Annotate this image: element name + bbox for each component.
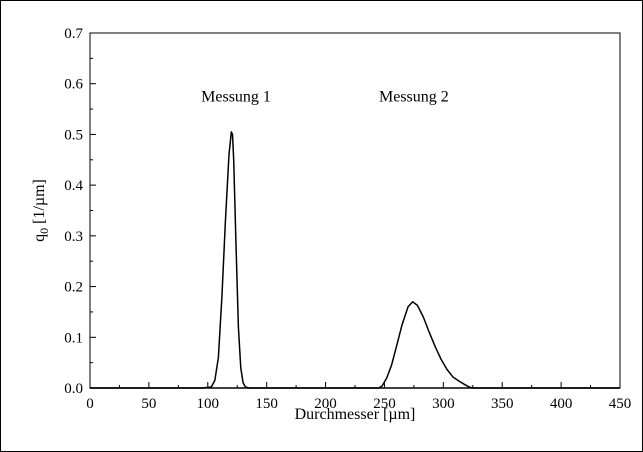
x-tick-label: 250 [373,396,396,412]
y-tick-label: 0.0 [64,381,83,397]
x-tick-label: 200 [314,396,337,412]
series-layer [90,131,620,389]
x-axis: 0 50 100 150 200 250 300 350 400 450 [86,382,631,412]
x-tick-label: 150 [255,396,278,412]
y-tick-label: 0.7 [64,26,83,42]
x-tick-label: 0 [86,396,94,412]
y-tick-label: 0.5 [64,127,83,143]
y-axis-title-unit: [1/µm] [31,179,48,228]
x-tick-label: 450 [609,396,632,412]
series-line-1 [90,131,620,389]
y-tick-label: 0.4 [64,178,83,194]
annotations: Messung 1 Messung 2 [201,88,449,105]
x-tick-label: 100 [197,396,220,412]
y-tick-label: 0.3 [64,229,83,245]
y-axis-title-sub: 0 [37,228,51,234]
plot-area [89,32,621,389]
y-tick-label: 0.1 [64,330,83,346]
y-tick-label: 0.6 [64,77,83,93]
x-tick-label: 350 [491,396,514,412]
y-tick-label: 0.2 [64,280,83,296]
x-tick-label: 50 [141,396,156,412]
x-tick-label: 300 [432,396,455,412]
annotation-label-2: Messung 2 [379,88,449,105]
y-axis: 0.0 0.1 0.2 0.3 0.4 0.5 0.6 0.7 [64,26,96,397]
x-tick-label: 400 [550,396,573,412]
series-line-2 [90,301,620,389]
annotation-label-1: Messung 1 [201,88,271,105]
y-axis-title-main: q [31,234,48,242]
x-axis-title: Durchmesser [µm] [295,406,416,423]
y-axis-title: q0 [1/µm] [31,179,51,242]
